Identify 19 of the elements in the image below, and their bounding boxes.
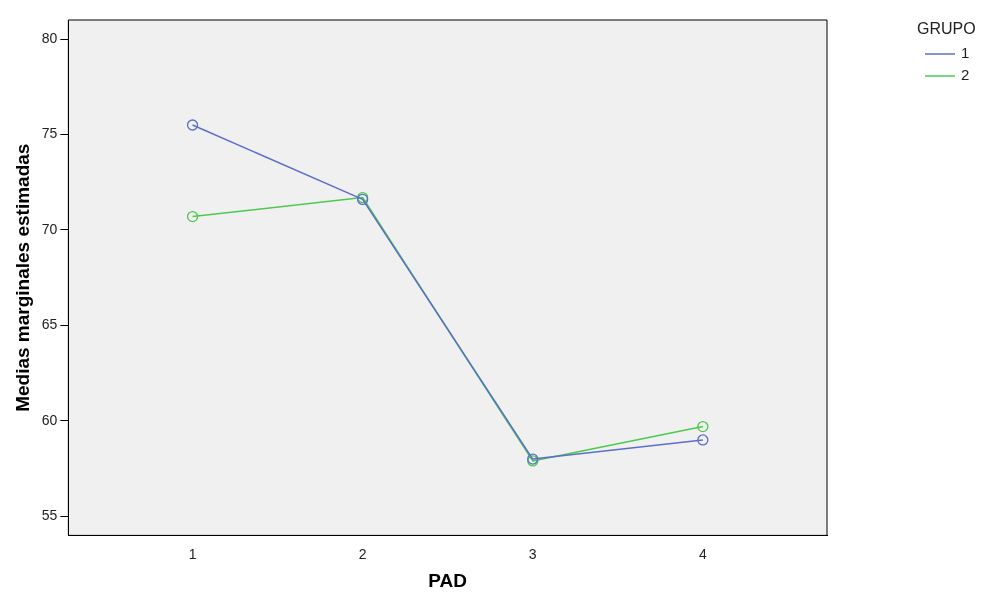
y-tick-label: 75 xyxy=(41,125,58,142)
x-tick-label: 4 xyxy=(698,545,707,562)
y-tick-label: 55 xyxy=(41,507,58,524)
x-tick-label: 3 xyxy=(528,545,537,562)
x-tick-label: 2 xyxy=(358,545,367,562)
y-tick-label: 80 xyxy=(41,29,58,46)
y-tick-label: 60 xyxy=(41,411,58,428)
point xyxy=(186,119,199,131)
x-axis-title: PAD xyxy=(428,569,468,591)
legend-label: 2 xyxy=(961,66,970,84)
y-tick-label: 70 xyxy=(41,220,58,237)
point xyxy=(697,434,709,446)
x-tick-label: 1 xyxy=(188,545,197,562)
point xyxy=(186,210,199,223)
legend-label: 1 xyxy=(961,44,970,62)
y-tick-label: 65 xyxy=(41,316,58,333)
legend-title: GRUPO xyxy=(917,20,976,38)
point xyxy=(697,420,709,433)
y-axis-title: Medias marginales estimadas xyxy=(11,143,33,412)
